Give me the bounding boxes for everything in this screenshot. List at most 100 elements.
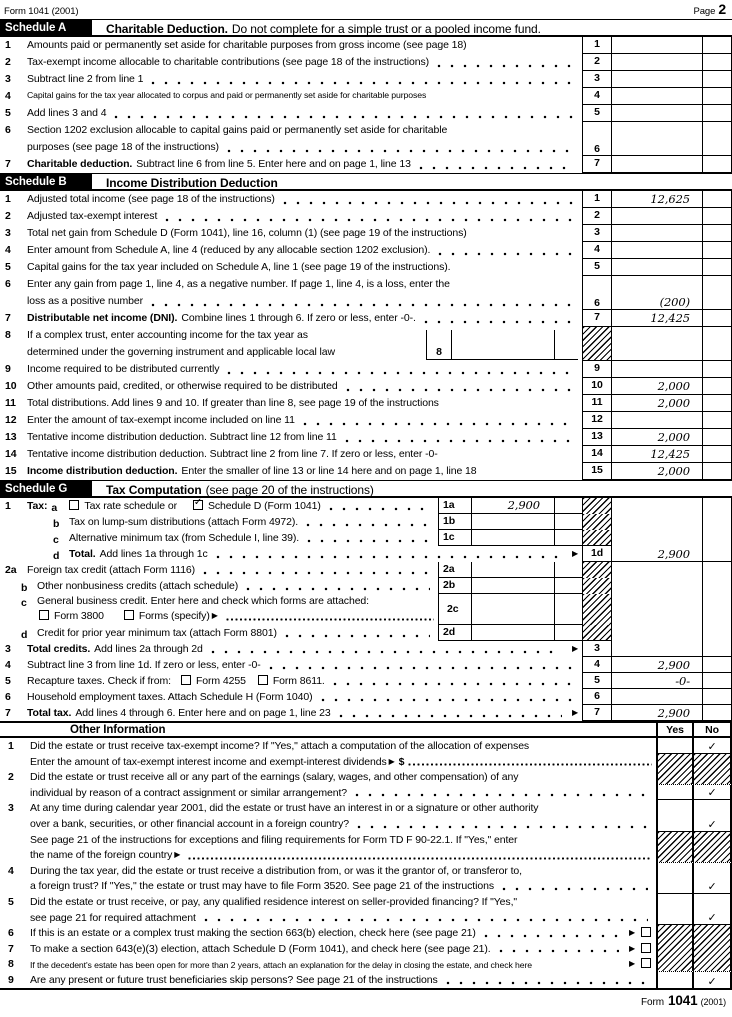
cents-cell[interactable] — [702, 498, 732, 514]
cents-cell[interactable] — [702, 310, 732, 327]
checkbox-tax-rate-schedule[interactable] — [69, 500, 80, 510]
amount-cell[interactable] — [612, 498, 702, 514]
no-cell-q4[interactable]: ✓ — [692, 862, 732, 893]
line-8-amount-cell[interactable] — [452, 330, 554, 359]
cents-cell[interactable] — [702, 673, 732, 689]
cents-cell[interactable] — [702, 705, 732, 721]
cents-cell[interactable] — [702, 530, 732, 546]
cents-cell[interactable] — [702, 71, 732, 88]
amount-cell[interactable] — [612, 594, 702, 625]
cents-cell[interactable] — [702, 37, 732, 54]
cents-cell[interactable] — [702, 378, 732, 395]
amount-cell[interactable] — [612, 242, 702, 259]
cents-cell[interactable] — [702, 225, 732, 242]
amount-cell[interactable] — [612, 641, 702, 657]
amount-cell[interactable] — [612, 361, 702, 378]
cents-cell[interactable] — [554, 498, 582, 514]
cents-cell[interactable] — [702, 327, 732, 361]
amount-cell[interactable]: 2,900 — [612, 657, 702, 673]
amount-cell[interactable] — [612, 689, 702, 705]
amount-cell[interactable] — [472, 578, 554, 594]
amount-cell[interactable] — [472, 625, 554, 641]
checkbox-estate-open-2-years[interactable] — [641, 958, 651, 969]
cents-cell[interactable] — [702, 594, 732, 625]
cents-cell[interactable] — [554, 530, 582, 546]
yes-cell-q1[interactable] — [656, 738, 692, 753]
amount-cell[interactable]: 2,900 — [472, 498, 554, 514]
amount-cell[interactable] — [612, 71, 702, 88]
cents-cell[interactable] — [702, 191, 732, 208]
cents-cell[interactable] — [554, 514, 582, 530]
amount-cell[interactable] — [612, 208, 702, 225]
amount-cell[interactable] — [612, 122, 702, 156]
yes-cell-q4[interactable] — [656, 862, 692, 893]
amount-cell[interactable]: 2,900 — [612, 546, 702, 562]
cents-cell[interactable] — [702, 514, 732, 530]
amount-cell[interactable] — [612, 105, 702, 122]
cents-cell[interactable] — [702, 361, 732, 378]
checkbox-form-4255[interactable] — [180, 675, 191, 685]
cents-cell[interactable] — [554, 625, 582, 641]
no-cell-q2[interactable]: ✓ — [692, 784, 732, 800]
cents-cell[interactable] — [702, 625, 732, 641]
amount-cell[interactable] — [612, 625, 702, 641]
cents-cell[interactable] — [554, 578, 582, 594]
cents-cell[interactable] — [702, 54, 732, 71]
amount-cell[interactable] — [472, 562, 554, 578]
no-cell-q9[interactable]: ✓ — [692, 971, 732, 988]
cents-cell[interactable] — [702, 641, 732, 657]
cents-cell[interactable] — [702, 689, 732, 705]
amount-cell[interactable]: -0- — [612, 673, 702, 689]
amount-cell[interactable] — [612, 37, 702, 54]
amount-cell[interactable] — [612, 327, 702, 361]
no-cell-q3[interactable]: ✓ — [692, 800, 732, 831]
amount-cell[interactable] — [612, 54, 702, 71]
cents-cell[interactable] — [702, 578, 732, 594]
amount-cell[interactable]: 12,425 — [612, 310, 702, 327]
dotted-entry-line[interactable] — [225, 610, 434, 621]
checkbox-form-8611[interactable] — [257, 675, 268, 685]
yes-cell-q9[interactable] — [656, 971, 692, 988]
amount-cell[interactable]: (200) — [612, 276, 702, 310]
cents-cell[interactable] — [702, 156, 732, 173]
yes-cell-q2[interactable] — [656, 784, 692, 800]
checkbox-643e3-election[interactable] — [641, 942, 651, 953]
checkbox-schedule-d[interactable]: ✓ — [192, 498, 203, 510]
dotted-entry-line[interactable] — [408, 755, 652, 767]
amount-cell[interactable] — [612, 578, 702, 594]
amount-cell[interactable] — [472, 594, 554, 625]
amount-cell[interactable] — [612, 88, 702, 105]
amount-cell[interactable] — [612, 412, 702, 429]
dotted-entry-line[interactable] — [188, 849, 652, 860]
amount-cell[interactable] — [472, 530, 554, 546]
yes-cell-q5[interactable] — [656, 893, 692, 925]
amount-cell[interactable] — [612, 225, 702, 242]
cents-cell[interactable] — [702, 88, 732, 105]
cents-cell[interactable] — [702, 259, 732, 276]
no-cell-q5[interactable]: ✓ — [692, 893, 732, 925]
cents-cell[interactable] — [702, 562, 732, 578]
amount-cell[interactable]: 12,425 — [612, 446, 702, 463]
amount-cell[interactable] — [472, 514, 554, 530]
cents-cell[interactable] — [554, 562, 582, 578]
cents-cell[interactable] — [702, 446, 732, 463]
amount-cell[interactable] — [612, 514, 702, 530]
amount-cell[interactable]: 2,000 — [612, 429, 702, 446]
cents-cell[interactable] — [702, 122, 732, 156]
amount-cell[interactable]: 2,000 — [612, 395, 702, 412]
cents-cell[interactable] — [702, 429, 732, 446]
cents-cell[interactable] — [702, 208, 732, 225]
amount-cell[interactable] — [612, 156, 702, 173]
checkbox-forms-specify[interactable] — [123, 610, 134, 620]
cents-cell[interactable] — [554, 594, 582, 625]
amount-cell[interactable]: 2,000 — [612, 463, 702, 480]
cents-cell[interactable] — [702, 546, 732, 562]
cents-cell[interactable] — [702, 657, 732, 673]
amount-cell[interactable] — [612, 530, 702, 546]
cents-cell[interactable] — [702, 463, 732, 480]
line-8-cents-cell[interactable] — [554, 330, 578, 359]
cents-cell[interactable] — [702, 276, 732, 310]
amount-cell[interactable] — [612, 562, 702, 578]
cents-cell[interactable] — [702, 395, 732, 412]
amount-cell[interactable]: 12,625 — [612, 191, 702, 208]
